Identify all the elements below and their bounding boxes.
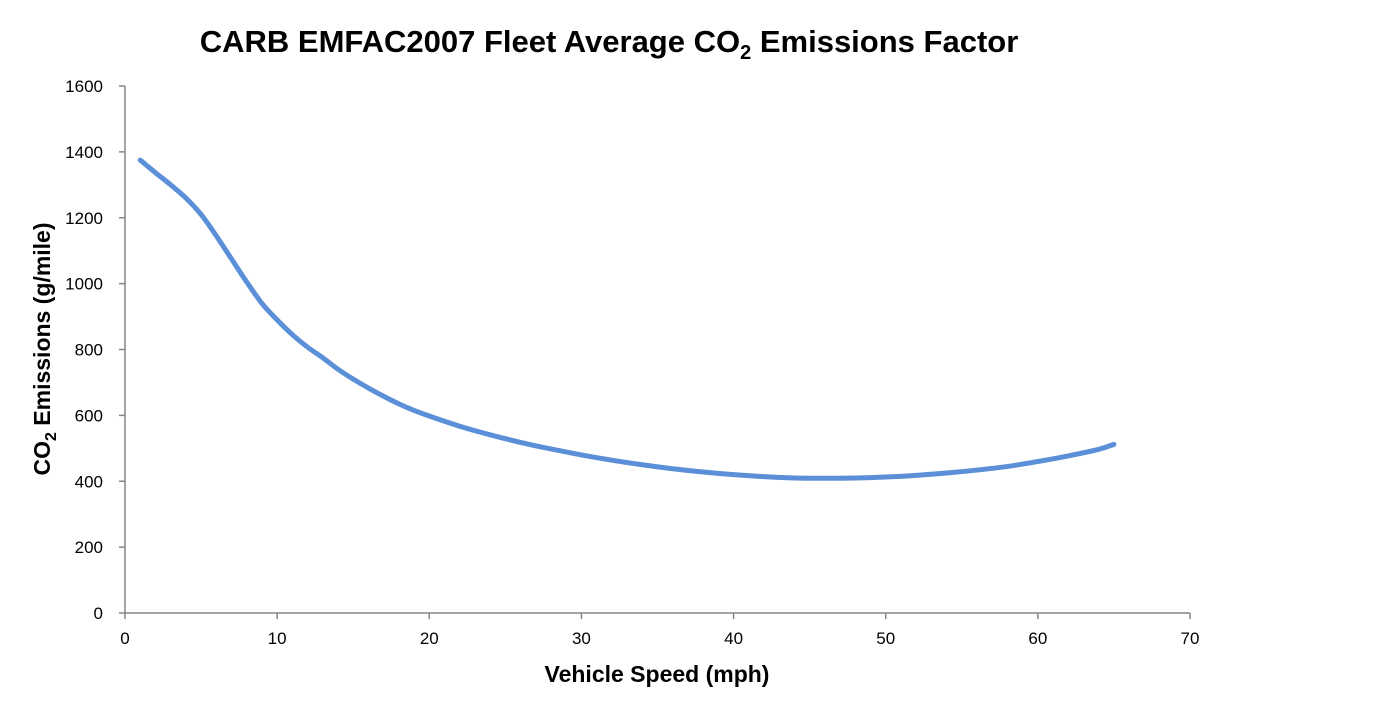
title-main: CARB EMFAC2007 Fleet Average CO	[200, 24, 740, 59]
x-tick-label: 60	[1028, 629, 1047, 648]
x-tick-label: 70	[1181, 629, 1200, 648]
chart-title: CARB EMFAC2007 Fleet Average CO2 Emissio…	[200, 24, 1019, 64]
y-tick-label: 800	[75, 341, 103, 360]
x-tick-label: 20	[420, 629, 439, 648]
x-tick-label: 40	[724, 629, 743, 648]
y-tick-label: 200	[75, 538, 103, 557]
x-axis-title: Vehicle Speed (mph)	[545, 661, 770, 687]
x-axis-ticks: 0 10 20 30 40 50 60 70	[120, 613, 1199, 648]
y-tick-label: 1200	[65, 209, 103, 228]
y-tick-label: 600	[75, 406, 103, 425]
x-tick-label: 30	[572, 629, 591, 648]
y-axis-title-main: CO	[29, 441, 55, 476]
y-tick-label: 400	[75, 472, 103, 491]
x-tick-label: 50	[876, 629, 895, 648]
title-tail: Emissions Factor	[751, 24, 1018, 59]
x-tick-label: 10	[268, 629, 287, 648]
y-axis-title-subscript: 2	[43, 432, 60, 441]
y-tick-label: 1400	[65, 143, 103, 162]
y-tick-label: 1000	[65, 275, 103, 294]
y-tick-label: 0	[94, 604, 103, 623]
title-subscript: 2	[740, 42, 751, 64]
y-axis-title: CO2 Emissions (g/mile)	[29, 222, 60, 475]
x-tick-label: 0	[120, 629, 129, 648]
series-layer	[137, 157, 1117, 481]
series-line-co2-emissions	[137, 157, 1117, 481]
y-tick-label: 1600	[65, 77, 103, 96]
y-axis-ticks: 0 200 400 600 800 1000 1200 1400 1600	[65, 77, 125, 623]
y-axis-title-tail: Emissions (g/mile)	[29, 222, 55, 432]
